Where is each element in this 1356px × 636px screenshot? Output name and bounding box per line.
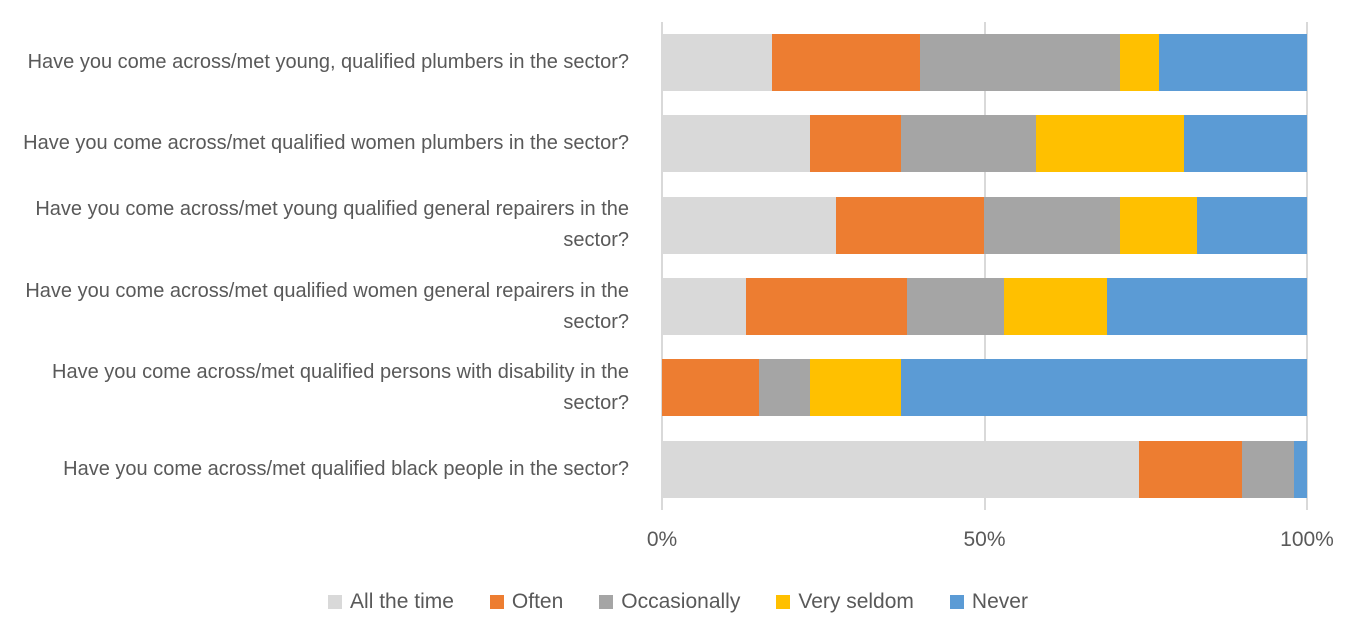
category-labels: Have you come across/met young, qualifie… (0, 22, 645, 510)
category-label: Have you come across/met qualified perso… (52, 360, 629, 414)
legend-item: Never (949, 590, 1028, 614)
bar-track (662, 115, 1307, 173)
bar-track (662, 278, 1307, 336)
bar-row (662, 429, 1307, 510)
legend-swatch (328, 595, 343, 609)
segment-often (836, 196, 985, 254)
bar-rows (662, 22, 1307, 510)
legend-label: Often (511, 590, 564, 613)
legend-item: Very seldom (776, 590, 914, 614)
segment-all-the-time (662, 34, 772, 92)
segment-all-the-time (662, 115, 811, 173)
bar-row (662, 103, 1307, 184)
segment-often (662, 359, 759, 417)
legend-label: Very seldom (798, 590, 914, 613)
legend-swatch (949, 595, 964, 609)
gridline (983, 22, 986, 510)
category-label: Have you come across/met young qualified… (35, 198, 629, 252)
segment-never (1294, 440, 1307, 498)
x-axis: 0% 50% 100% (647, 518, 1334, 552)
gridline (1306, 22, 1308, 510)
segment-very-seldom (1119, 196, 1198, 254)
segment-very-seldom (1036, 115, 1185, 173)
segment-all-the-time (662, 278, 746, 336)
x-tick-label: 100% (1280, 528, 1334, 551)
bar-track (662, 34, 1307, 92)
segment-occasionally (907, 278, 1004, 336)
segment-never (1158, 34, 1307, 92)
segment-often (745, 278, 908, 336)
legend-label: Occasionally (621, 590, 741, 613)
segment-occasionally (758, 359, 811, 417)
legend-swatch (599, 595, 614, 609)
segment-occasionally (1242, 440, 1295, 498)
bar-row (662, 185, 1307, 266)
bar-row (662, 266, 1307, 347)
segment-never (1184, 115, 1307, 173)
legend-item: Often (489, 590, 564, 614)
x-tick-label: 50% (963, 528, 1006, 551)
legend-item: All the time (328, 590, 454, 614)
segment-very-seldom (810, 359, 901, 417)
segment-all-the-time (662, 196, 837, 254)
plot-area (661, 22, 1308, 510)
segment-very-seldom (1003, 278, 1108, 336)
segment-never (1107, 278, 1307, 336)
segment-very-seldom (1119, 34, 1159, 92)
segment-never (1197, 196, 1307, 254)
segment-often (1139, 440, 1243, 498)
legend-label: All the time (350, 590, 454, 613)
x-tick-label: 0% (646, 528, 678, 551)
category-label: Have you come across/met qualified women… (25, 279, 629, 333)
legend-swatch (489, 595, 504, 609)
segment-often (771, 34, 920, 92)
segment-never (900, 359, 1307, 417)
gridline (661, 22, 663, 510)
category-label: Have you come across/met qualified black… (63, 457, 629, 480)
segment-occasionally (900, 115, 1037, 173)
bar-row (662, 347, 1307, 428)
category-label: Have you come across/met qualified women… (23, 132, 629, 155)
legend: All the time Often Occasionally Very seldom… (0, 590, 1356, 614)
segment-occasionally (984, 196, 1120, 254)
category-label: Have you come across/met young, qualifie… (27, 51, 629, 74)
gridlines (661, 22, 1308, 510)
bar-track (662, 440, 1307, 498)
bar-track (662, 359, 1307, 417)
segment-all-the-time (662, 440, 1140, 498)
legend-swatch (776, 595, 791, 609)
legend-item: Occasionally (599, 590, 740, 614)
bar-track (662, 196, 1307, 254)
legend-label: Never (971, 590, 1028, 613)
segment-often (810, 115, 901, 173)
bar-row (662, 22, 1307, 103)
segment-occasionally (919, 34, 1120, 92)
